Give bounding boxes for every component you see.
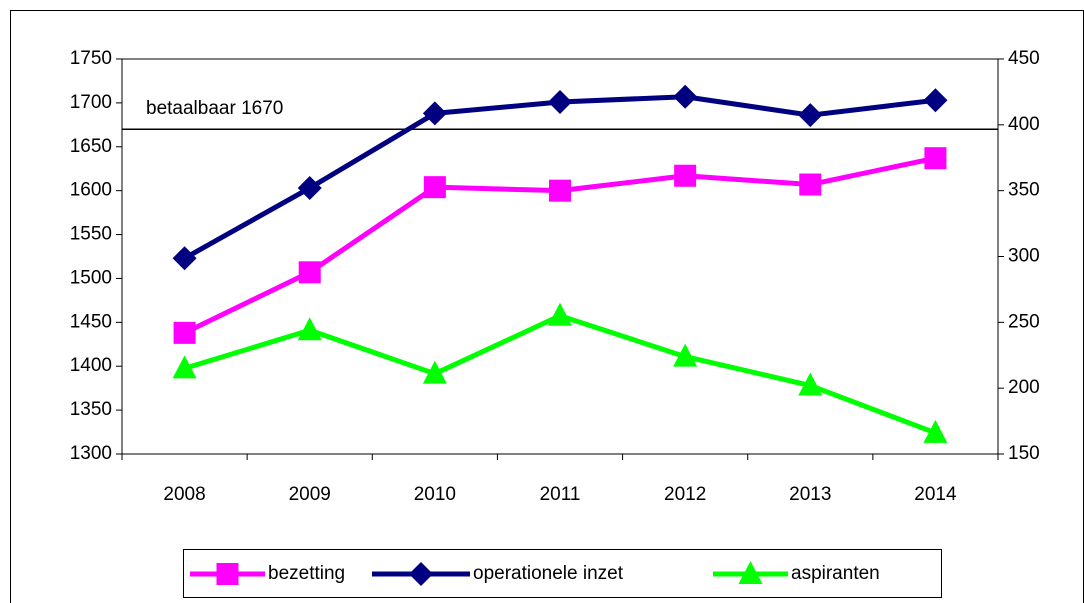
reference-label: betaalbaar 1670 [146,98,283,119]
data-point [297,176,322,201]
x-tick-label: 2008 [163,484,205,505]
series-line [183,313,937,436]
y-tick-label: 1600 [70,180,112,201]
data-point [297,317,322,341]
data-point [674,164,697,187]
y-tick-label: 1550 [70,224,112,245]
x-tick-label: 2012 [664,484,706,505]
data-point [798,103,823,128]
data-point [173,321,196,344]
data-point [548,302,572,326]
x-tick-label: 2010 [414,484,456,505]
series-line [183,94,936,261]
data-point [422,101,447,126]
y2-tick-label: 150 [1008,443,1040,464]
x-tick-label: 2013 [789,484,831,505]
data-point [923,88,948,113]
data-point [172,246,197,271]
y-tick-label: 1300 [70,443,112,464]
y2-tick-label: 450 [1008,48,1040,69]
legend-marker [738,561,763,584]
data-point [423,176,446,199]
y2-tick-label: 350 [1008,180,1040,201]
y-tick-label: 1750 [70,48,112,69]
data-point [549,179,571,202]
x-tick-label: 2011 [540,484,581,505]
data-point [172,355,197,379]
y-tick-label: 1500 [70,267,112,288]
legend-label: aspiranten [791,563,880,584]
y2-tick-label: 400 [1008,114,1040,135]
legend-marker [216,563,239,585]
y-tick-label: 1400 [70,355,112,376]
data-point [673,343,698,367]
x-tick-label: 2014 [914,484,957,505]
data-point [298,261,321,284]
data-point [548,90,572,115]
y-tick-label: 1350 [70,399,112,420]
y2-tick-label: 300 [1008,246,1040,267]
y-tick-label: 1450 [70,311,112,332]
y-tick-label: 1700 [70,92,112,113]
data-point [673,84,698,109]
legend-label: operationele inzet [473,563,624,584]
x-tick-label: 2009 [289,484,331,505]
data-point [422,360,447,384]
y2-tick-label: 250 [1008,311,1040,332]
y2-tick-label: 200 [1008,377,1040,398]
data-point [924,147,947,170]
legend-label: bezetting [268,563,345,584]
y-tick-label: 1650 [70,136,112,157]
data-point [798,372,823,396]
legend-box [183,549,942,598]
legend-marker [409,562,433,586]
data-point [799,173,822,196]
data-point [923,419,948,443]
